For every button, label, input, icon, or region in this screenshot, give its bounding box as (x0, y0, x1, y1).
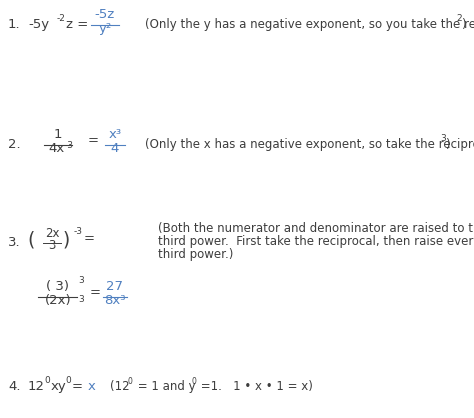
Text: 0: 0 (65, 376, 71, 385)
Text: = 1 and y: = 1 and y (134, 380, 196, 393)
Text: -5z: -5z (95, 8, 115, 21)
Text: 0: 0 (44, 376, 50, 385)
Text: 0: 0 (128, 377, 133, 386)
Text: 3: 3 (48, 239, 55, 252)
Text: xy: xy (51, 380, 67, 393)
Text: -3: -3 (65, 141, 74, 150)
Text: (Only the x has a negative exponent, so take the reciprocal of x: (Only the x has a negative exponent, so … (145, 138, 474, 151)
Text: 3: 3 (78, 295, 84, 304)
Text: (: ( (27, 230, 35, 249)
Text: =: = (88, 134, 99, 147)
Text: x: x (88, 380, 96, 393)
Text: 8x³: 8x³ (104, 294, 126, 307)
Text: 3.: 3. (8, 236, 21, 249)
Text: 3: 3 (78, 276, 84, 285)
Text: (Only the y has a negative exponent, so you take the reciprocal of y: (Only the y has a negative exponent, so … (145, 18, 474, 31)
Text: 4x: 4x (48, 142, 64, 155)
Text: =: = (84, 232, 95, 245)
Text: x³: x³ (109, 128, 121, 141)
Text: (Both the numerator and denominator are raised to the negative: (Both the numerator and denominator are … (158, 222, 474, 235)
Text: ): ) (63, 230, 70, 249)
Text: z =: z = (66, 18, 88, 31)
Text: 4.: 4. (8, 380, 20, 393)
Text: =: = (72, 380, 87, 393)
Text: =1.   1 • x • 1 = x): =1. 1 • x • 1 = x) (197, 380, 313, 393)
Text: -5y: -5y (28, 18, 49, 31)
Text: 1: 1 (54, 128, 62, 141)
Text: 4: 4 (111, 142, 119, 155)
Text: 2x: 2x (45, 227, 59, 240)
Text: 0: 0 (192, 377, 197, 386)
Text: -2: -2 (57, 14, 66, 23)
Text: (12: (12 (110, 380, 129, 393)
Text: 12: 12 (28, 380, 45, 393)
Text: third power.): third power.) (158, 248, 233, 261)
Text: ( 3): ( 3) (46, 280, 70, 293)
Text: 2: 2 (456, 14, 462, 23)
Text: ): ) (461, 18, 465, 31)
Text: ): ) (445, 138, 450, 151)
Text: y²: y² (99, 22, 111, 35)
Text: -3: -3 (74, 227, 83, 236)
Text: 2.: 2. (8, 138, 21, 151)
Text: 3: 3 (440, 134, 446, 143)
Text: =: = (90, 286, 101, 299)
Text: 1.: 1. (8, 18, 21, 31)
Text: (2x): (2x) (45, 294, 71, 307)
Text: 27: 27 (107, 280, 124, 293)
Text: third power.  First take the reciprocal, then raise everything to the: third power. First take the reciprocal, … (158, 235, 474, 248)
